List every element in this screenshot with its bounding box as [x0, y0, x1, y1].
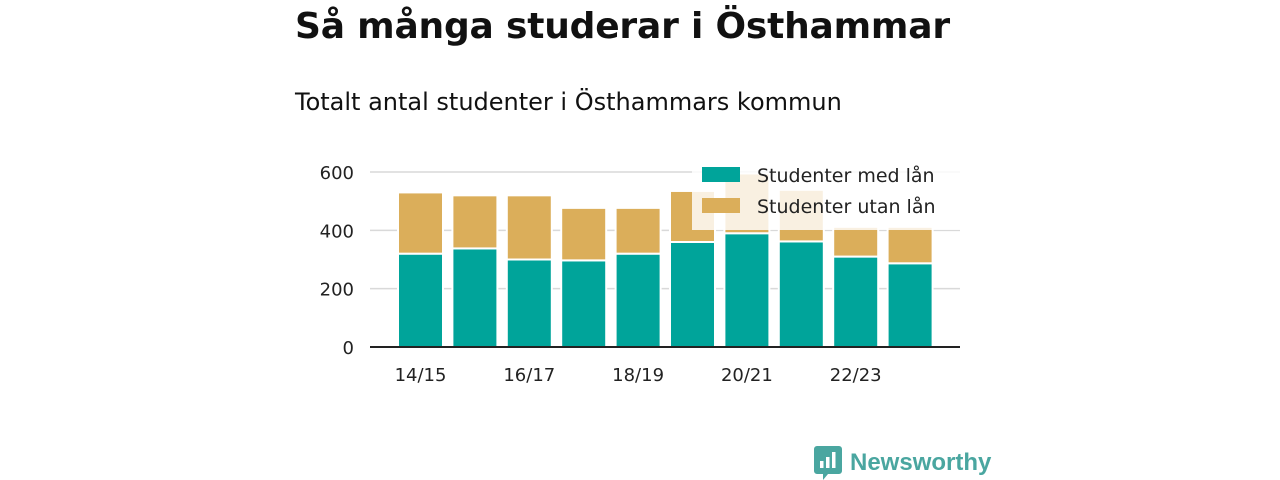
bar-med-lan [777, 240, 825, 349]
legend-label: Studenter utan lån [757, 195, 936, 218]
bar-med-lan [505, 258, 553, 348]
x-tick-label: 20/21 [721, 365, 773, 386]
newsworthy-logo-icon [814, 446, 842, 480]
x-tick-label: 14/15 [395, 365, 447, 386]
bar-utan-lan [505, 194, 553, 261]
bar-med-lan [451, 247, 499, 349]
bar-utan-lan [614, 206, 662, 255]
bar-utan-lan [451, 194, 499, 250]
bar-med-lan [886, 262, 934, 348]
bar-med-lan [832, 255, 880, 349]
brand-name: Newsworthy [850, 449, 992, 476]
bar-med-lan [723, 232, 771, 348]
x-tick-label: 18/19 [612, 365, 664, 386]
legend-swatch [702, 167, 740, 182]
bar-med-lan [614, 252, 662, 349]
y-tick-label: 0 [343, 338, 354, 359]
bar-med-lan [560, 259, 608, 348]
x-tick-label: 22/23 [830, 365, 882, 386]
bar-med-lan [669, 241, 716, 348]
x-tick-label: 16/17 [503, 365, 555, 386]
legend-swatch [702, 198, 740, 213]
bar-utan-lan [886, 225, 934, 265]
chart-title: Så många studerar i Östhammar [295, 6, 950, 47]
y-tick-label: 400 [320, 221, 354, 242]
bar-med-lan [397, 252, 444, 349]
bar-utan-lan [397, 191, 444, 255]
y-tick-label: 200 [320, 280, 354, 301]
legend-label: Studenter med lån [757, 164, 935, 187]
bar-utan-lan [832, 225, 880, 258]
brand-logo: Newsworthy [814, 446, 991, 480]
y-tick-label: 600 [320, 163, 354, 184]
bar-utan-lan [560, 206, 608, 262]
chart-subtitle: Totalt antal studenter i Östhammars komm… [295, 88, 842, 116]
